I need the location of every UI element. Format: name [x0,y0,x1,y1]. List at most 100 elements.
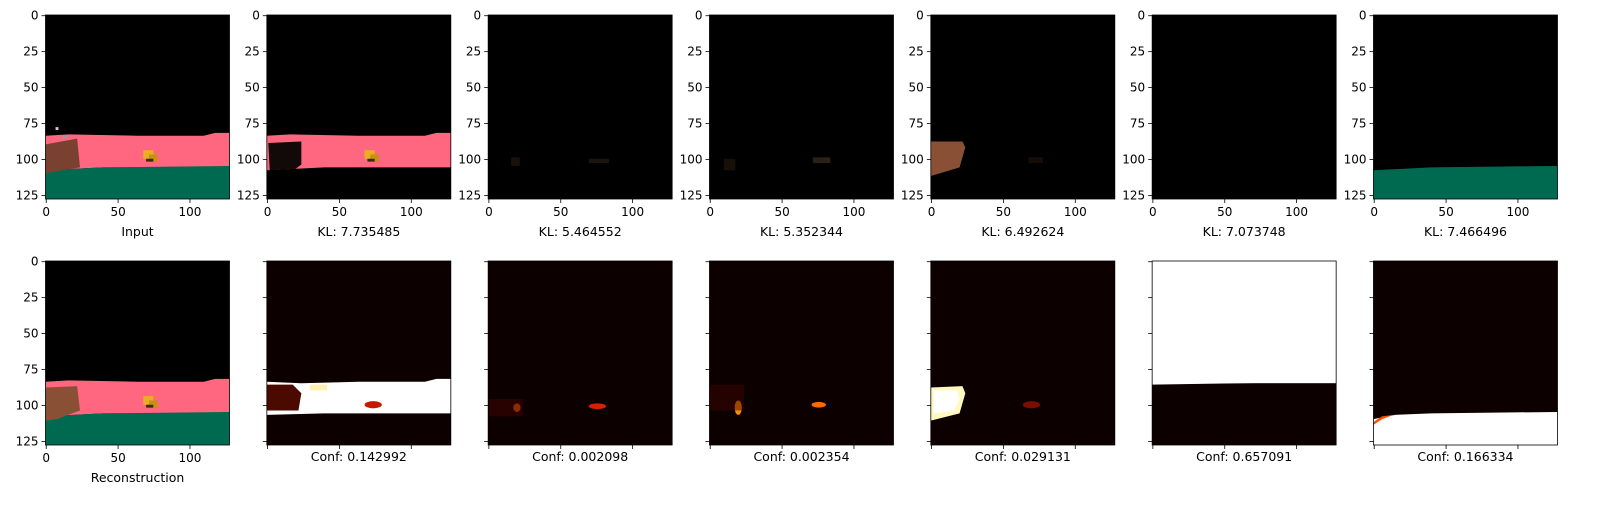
pixel-artifact [55,127,59,130]
y-tick-label: 50 [1351,81,1366,95]
x-tick-label: 50 [996,205,1011,219]
y-tick-label: 0 [474,9,482,23]
image-background [1152,15,1337,199]
x-tick-label: 100 [1064,205,1087,219]
y-tick-label: 50 [466,81,481,95]
conf-label: Conf: 0.002354 [753,449,849,464]
x-tick-label: 100 [621,205,644,219]
x-tick-label: 0 [1370,205,1378,219]
heat-region [933,390,960,414]
x-tick-label: 0 [1149,205,1157,219]
top-panel: 0 50 100 0 25 50 75 100 125 Input [16,9,230,239]
faint-region [1028,157,1043,164]
shape-region [268,141,302,171]
y-tick-label: 0 [252,9,260,23]
x-tick-label: 0 [706,205,714,219]
image [1152,15,1337,199]
image [266,15,451,199]
kl-label: KL: 6.492624 [981,224,1064,239]
x-tick-label: 100 [843,205,866,219]
top-panel: 0 50 100 0 25 50 75 100 125 KL: 7.735485 [237,9,452,239]
heat-region [1022,401,1041,409]
y-tick-label: 125 [458,188,481,202]
object-shape [143,150,158,162]
y-tick-label: 50 [245,81,260,95]
bottom-panel: 0 50 100 0 25 50 75 100 125 Reconstruction [16,255,230,485]
x-tick-label: 0 [485,205,493,219]
image-background [266,15,451,199]
conf-label: Conf: 0.142992 [311,449,407,464]
y-tick-label: 100 [1344,152,1367,166]
y-tick-label: 75 [23,363,38,377]
x-tick-label: 100 [1285,205,1308,219]
y-tick-label: 75 [1130,117,1145,131]
y-tick-label: 25 [909,45,924,59]
x-tick-label: 50 [774,205,789,219]
wall-region [45,378,230,417]
y-tick-label: 125 [680,188,703,202]
y-tick-label: 125 [16,434,39,448]
object-shape [143,396,158,408]
image [1152,261,1337,445]
y-tick-label: 125 [901,188,924,202]
heat-region [1373,414,1394,425]
x-tick-label: 50 [110,205,125,219]
conf-label: Reconstruction [91,470,185,485]
x-tick-label: 50 [332,205,347,219]
bottom-panel: Conf: 0.142992 [262,260,452,464]
kl-label: KL: 7.073748 [1203,224,1286,239]
y-tick-label: 50 [23,81,38,95]
x-tick-label: 100 [179,205,202,219]
pixel-artifact [62,135,68,139]
bottom-panel: Conf: 0.029131 [926,260,1116,464]
heat-region [488,399,523,417]
y-tick-label: 75 [687,117,702,131]
y-tick-label: 0 [1359,9,1367,23]
top-panel: 0 50 100 0 25 50 75 100 125 KL: 7.073748 [1122,9,1337,239]
y-tick-label: 50 [687,81,702,95]
axes-frame [487,260,673,446]
axes-frame [930,260,1116,446]
image [709,261,894,445]
x-tick-label: 100 [1506,205,1529,219]
x-tick-label: 0 [42,451,50,465]
y-tick-label: 100 [680,152,703,166]
kl-label: Input [121,224,153,239]
heat-region [1373,411,1558,445]
image [488,261,673,445]
y-tick-label: 0 [31,9,39,23]
y-tick-label: 125 [1122,188,1145,202]
top-panel: 0 50 100 0 25 50 75 100 125 KL: 6.492624 [901,9,1116,239]
y-tick-label: 25 [23,45,38,59]
conf-label: Conf: 0.002098 [532,449,628,464]
y-tick-label: 100 [458,152,481,166]
axes-frame [709,260,894,446]
y-tick-label: 0 [695,9,703,23]
y-tick-label: 25 [1351,45,1366,59]
top-panel: 0 50 100 0 25 50 75 100 125 KL: 5.464552 [458,9,673,239]
x-tick-label: 50 [1217,205,1232,219]
x-tick-label: 0 [928,205,936,219]
shape-region [930,141,966,176]
y-tick-label: 25 [687,45,702,59]
heatmap-background [266,261,451,445]
axes-frame [266,14,452,200]
y-tick-label: 100 [1122,152,1145,166]
y-tick-label: 50 [909,81,924,95]
axes-frame [45,14,230,200]
y-tick-label: 75 [466,117,481,131]
floor-region [45,165,230,199]
faint-region [812,157,831,164]
y-tick-label: 0 [1138,9,1146,23]
y-tick-label: 125 [1344,188,1367,202]
kl-label: KL: 5.352344 [760,224,843,239]
axes-frame [1151,260,1337,446]
image [930,15,1115,199]
image [266,261,451,445]
heat-region [266,384,302,411]
y-tick-label: 125 [16,188,39,202]
faint-region [723,158,736,171]
y-tick-label: 75 [1351,117,1366,131]
y-tick-label: 50 [1130,81,1145,95]
